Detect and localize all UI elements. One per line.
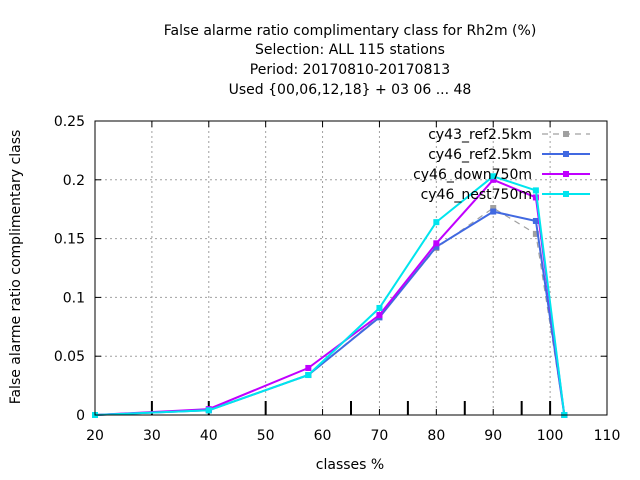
series-line: [94, 178, 566, 416]
legend-label: cy46_down750m: [413, 167, 532, 183]
data-point: [490, 173, 497, 180]
title-line-3: Period: 20170810-20170813: [250, 62, 450, 78]
legend-item-cy46_nest750m: cy46_nest750m: [421, 187, 590, 203]
data-point: [490, 205, 497, 212]
data-point: [433, 240, 440, 247]
title-line-4: Used {00,06,12,18} + 03 06 ... 48: [229, 82, 472, 98]
legend-label: cy46_nest750m: [421, 187, 532, 203]
x-tick-label: 20: [86, 428, 104, 444]
legend-marker: [563, 131, 569, 137]
plot-frame: [94, 120, 608, 416]
axis-ticks: 20 30 40 50 60 70 80 90 100 110 0 0.05 0.1 0.15 0.2 0.2…: [54, 114, 621, 444]
title-line-1: False alarme ratio complimentary class f…: [164, 23, 537, 39]
data-point: [376, 312, 383, 319]
title-line-2: Selection: ALL 115 stations: [255, 42, 445, 58]
x-tick-label: 90: [484, 428, 502, 444]
x-tick-label: 40: [200, 428, 218, 444]
class-marks: [150, 401, 552, 415]
data-point: [433, 219, 440, 226]
legend-item-cy46_down750m: cy46_down750m: [413, 167, 590, 183]
y-tick-label: 0.25: [54, 114, 85, 130]
legend-marker: [563, 171, 569, 177]
x-tick-label: 60: [314, 428, 332, 444]
x-tick-label: 30: [143, 428, 161, 444]
y-tick-label: 0.05: [54, 349, 85, 365]
legend-item-cy43_ref2.5km: cy43_ref2.5km: [428, 127, 590, 143]
legend-marker: [563, 191, 569, 197]
data-point: [376, 304, 383, 311]
legend-label: cy43_ref2.5km: [428, 127, 532, 143]
chart-title: False alarme ratio complimentary class f…: [164, 23, 537, 98]
series-line: [94, 210, 566, 416]
data-point: [205, 407, 212, 414]
x-tick-label: 50: [257, 428, 275, 444]
series-line: [94, 175, 566, 416]
y-axis-label: False alarme ratio complimentary class: [8, 130, 24, 405]
series-group: [92, 173, 568, 418]
data-point: [490, 208, 497, 215]
data-point: [532, 217, 539, 224]
legend-marker: [563, 151, 569, 157]
y-tick-label: 0.15: [54, 232, 85, 248]
x-tick-label: 70: [371, 428, 389, 444]
grid: [95, 121, 607, 415]
y-tick-label: 0: [76, 408, 85, 424]
x-axis-label: classes %: [316, 457, 384, 473]
data-point: [532, 230, 539, 237]
series-cy43_ref2.5km: [92, 205, 568, 418]
data-point: [305, 372, 312, 379]
data-point: [305, 364, 312, 371]
x-tick-label: 80: [427, 428, 445, 444]
x-tick-label: 100: [537, 428, 564, 444]
series-cy46_ref2.5km: [92, 208, 568, 418]
y-tick-label: 0.1: [63, 290, 85, 306]
data-point: [532, 187, 539, 194]
x-tick-label: 110: [594, 428, 621, 444]
legend: cy43_ref2.5km cy46_ref2.5km cy46_down750mc…: [413, 127, 590, 203]
data-point: [433, 243, 440, 250]
data-point: [490, 176, 497, 183]
legend-label: cy46_ref2.5km: [428, 147, 532, 163]
y-tick-label: 0.2: [63, 173, 85, 189]
legend-item-cy46_ref2.5km: cy46_ref2.5km: [428, 147, 590, 163]
